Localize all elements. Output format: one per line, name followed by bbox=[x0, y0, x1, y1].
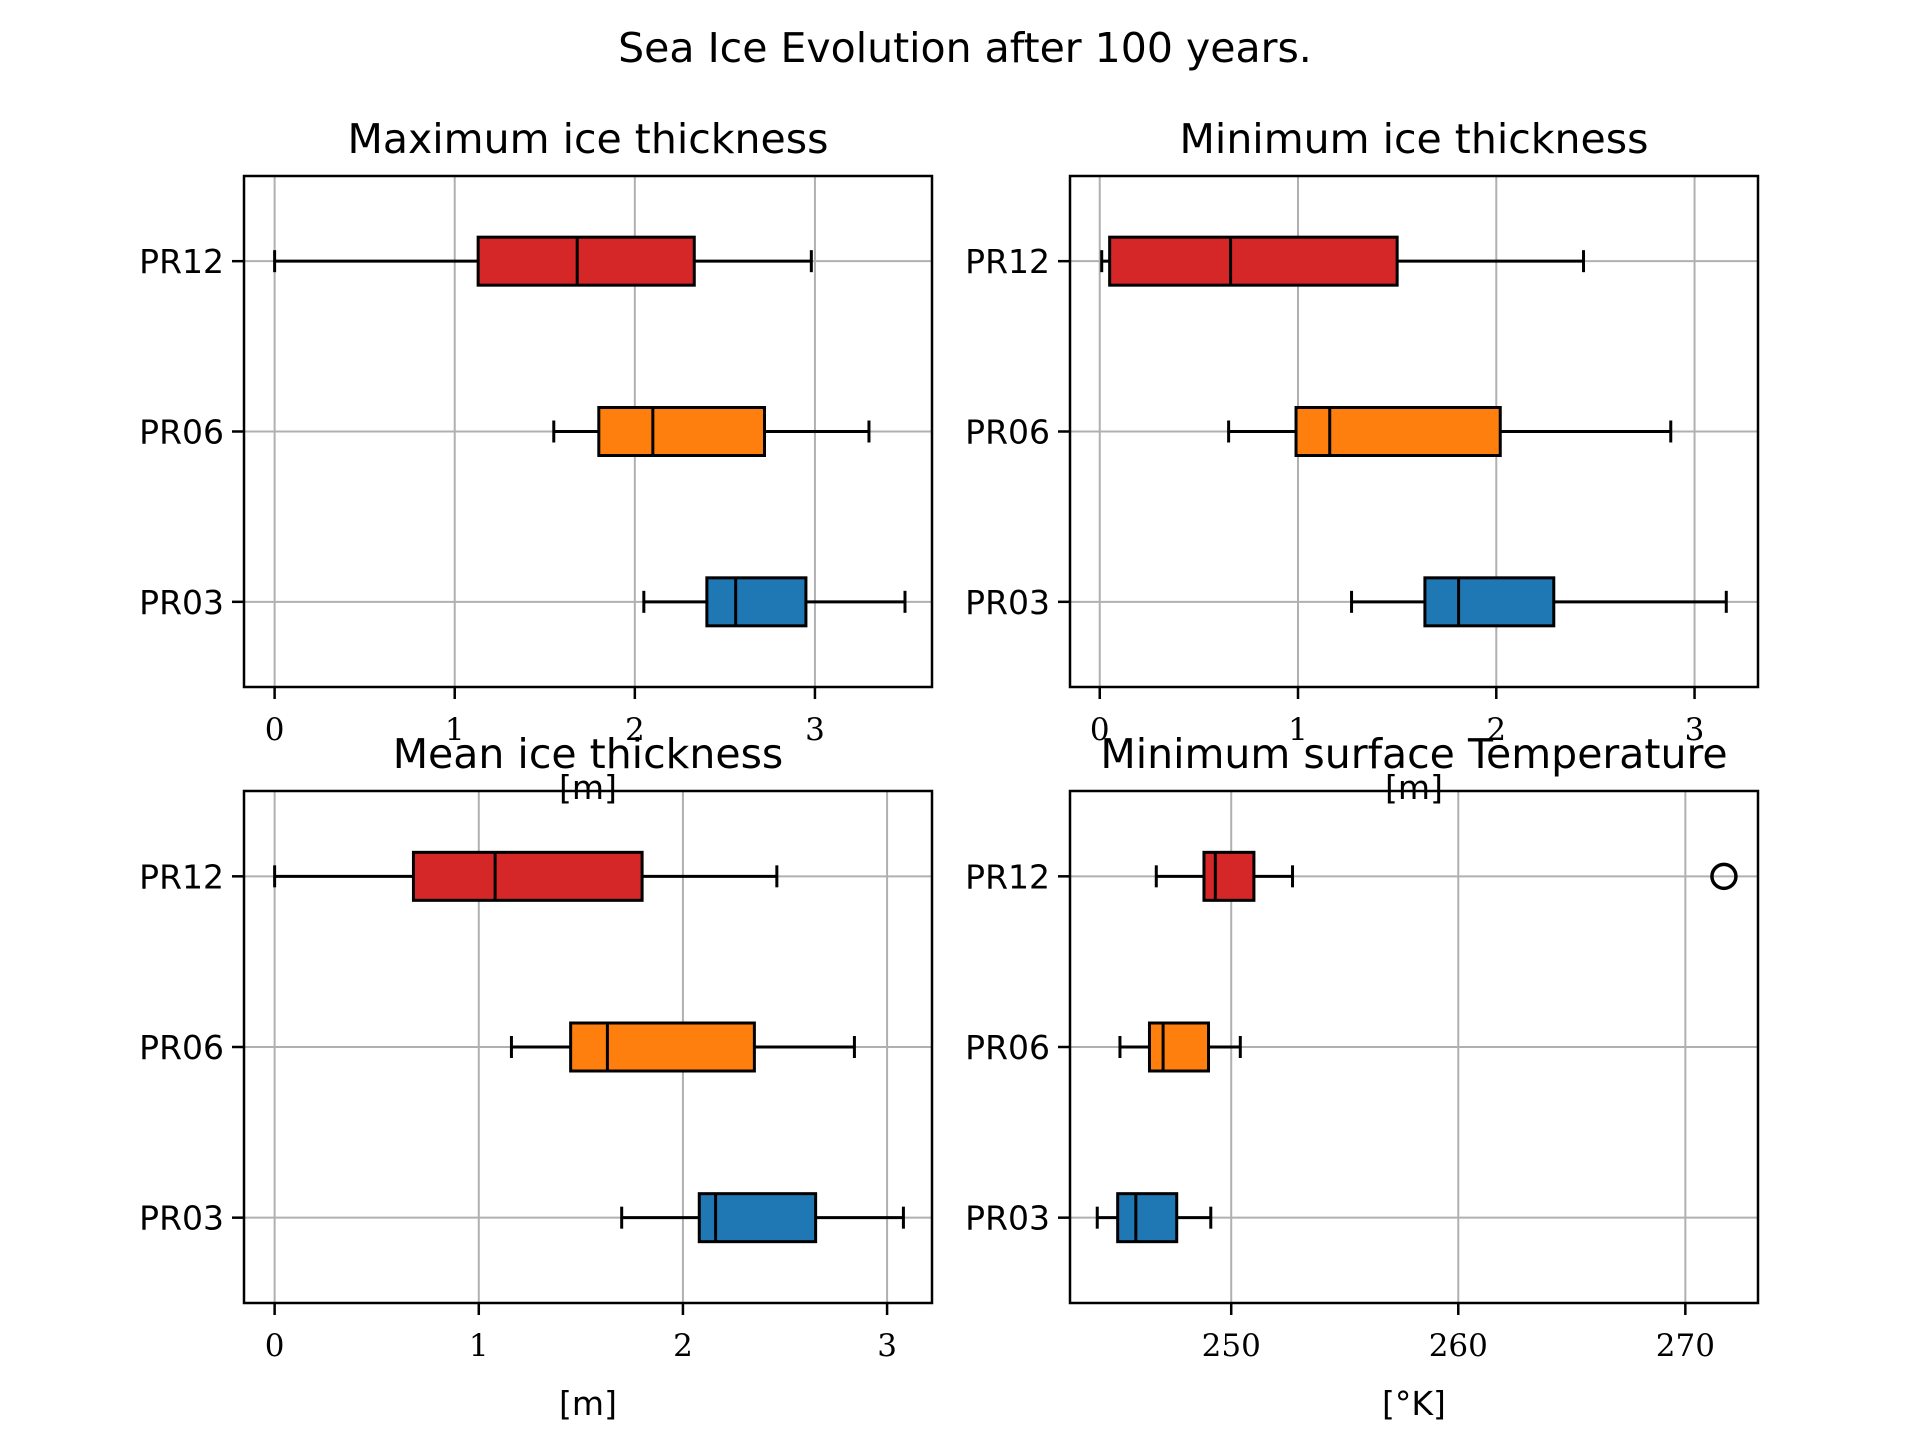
x-tick-label: 2 bbox=[1486, 712, 1506, 748]
box-pr12 bbox=[1100, 235, 1586, 287]
box-pr12 bbox=[273, 850, 779, 902]
x-tick-label: 2 bbox=[625, 712, 645, 748]
chart-panel-4: PR03 PR06 PR12 250 260 270 [°K] bbox=[965, 789, 1760, 1423]
x-tick-label: 3 bbox=[805, 712, 825, 748]
y-tick-label: PR06 bbox=[139, 413, 224, 452]
chart-panel-2: PR03 PR06 PR12 0 1 2 3 [m] bbox=[965, 174, 1760, 807]
box-pr06 bbox=[1227, 406, 1673, 457]
panel-title-1: Maximum ice thickness bbox=[348, 115, 829, 163]
iqr-box bbox=[569, 1021, 756, 1073]
y-tick-label: PR12 bbox=[139, 857, 224, 896]
iqr-box bbox=[705, 576, 808, 628]
box-pr03 bbox=[620, 1192, 905, 1244]
outlier-point bbox=[1710, 862, 1738, 891]
x-tick-label: 250 bbox=[1202, 1328, 1261, 1364]
iqr-box bbox=[1423, 576, 1556, 628]
x-tick-label: 3 bbox=[1685, 712, 1705, 748]
panel-title-3: Mean ice thickness bbox=[393, 730, 784, 778]
x-tick-label: 0 bbox=[1090, 712, 1110, 748]
iqr-box bbox=[697, 1192, 818, 1244]
x-axis-label: [°K] bbox=[1382, 1384, 1446, 1423]
y-tick-label: PR12 bbox=[965, 857, 1050, 896]
x-tick-label: 260 bbox=[1429, 1328, 1488, 1364]
x-tick-label: 1 bbox=[469, 1328, 489, 1364]
chart-panel-3: PR03 PR06 PR12 0 1 2 3 [m] bbox=[139, 789, 934, 1423]
x-tick-label: 0 bbox=[265, 712, 285, 748]
x-tick-label: 0 bbox=[265, 1328, 285, 1364]
box-pr06 bbox=[552, 406, 871, 457]
y-tick-label: PR03 bbox=[139, 1199, 224, 1238]
y-tick-label: PR06 bbox=[139, 1028, 224, 1067]
y-tick-label: PR06 bbox=[965, 413, 1050, 452]
x-axis-label: [m] bbox=[559, 768, 617, 807]
box-pr03 bbox=[642, 576, 907, 628]
iqr-box bbox=[476, 235, 696, 287]
box-pr06 bbox=[1118, 1021, 1242, 1073]
iqr-box bbox=[1116, 1192, 1179, 1244]
iqr-box bbox=[1294, 406, 1502, 457]
panel-title-4: Minimum surface Temperature bbox=[1100, 730, 1727, 778]
iqr-box bbox=[597, 406, 767, 457]
iqr-box bbox=[411, 850, 644, 902]
panel-title-2: Minimum ice thickness bbox=[1180, 115, 1649, 163]
iqr-box bbox=[1108, 235, 1399, 287]
x-tick-label: 1 bbox=[445, 712, 465, 748]
x-tick-label: 270 bbox=[1656, 1328, 1715, 1364]
y-tick-label: PR03 bbox=[965, 583, 1050, 622]
y-tick-label: PR06 bbox=[965, 1028, 1050, 1067]
box-pr03 bbox=[1095, 1192, 1213, 1244]
chart-panel-1: PR03 PR06 PR12 0 1 2 3 [m] bbox=[139, 174, 934, 807]
y-tick-label: PR12 bbox=[139, 242, 224, 281]
figure-title: Sea Ice Evolution after 100 years. bbox=[618, 24, 1312, 72]
box-pr06 bbox=[509, 1021, 856, 1073]
x-tick-label: 1 bbox=[1288, 712, 1308, 748]
y-tick-label: PR03 bbox=[965, 1199, 1050, 1238]
x-axis-label: [m] bbox=[1385, 768, 1443, 807]
y-tick-label: PR12 bbox=[965, 242, 1050, 281]
y-tick-label: PR03 bbox=[139, 583, 224, 622]
iqr-box bbox=[1147, 1021, 1211, 1073]
box-pr12 bbox=[273, 235, 813, 287]
box-pr12 bbox=[1154, 850, 1738, 902]
x-axis-label: [m] bbox=[559, 1384, 617, 1423]
x-tick-label: 3 bbox=[877, 1328, 897, 1364]
x-tick-label: 2 bbox=[673, 1328, 693, 1364]
iqr-box bbox=[1202, 850, 1256, 902]
box-pr03 bbox=[1350, 576, 1728, 628]
